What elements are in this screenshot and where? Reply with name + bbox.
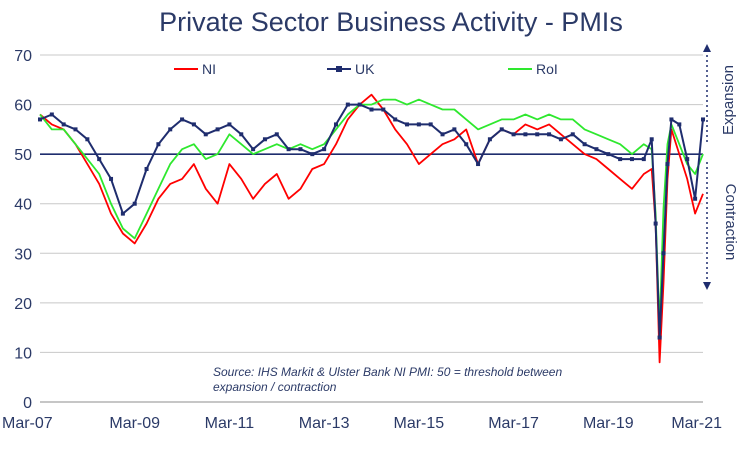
x-tick-label-Mar-15: Mar-15: [394, 415, 445, 432]
legend-marker-uk: [336, 66, 342, 72]
series-point-uk-19: [262, 137, 267, 142]
y-tick-label-30: 30: [14, 246, 32, 263]
series-point-uk-8: [132, 201, 137, 206]
series-point-uk-53: [653, 221, 658, 226]
series-point-uk-36: [464, 142, 469, 147]
series-line-ni: [39, 93, 704, 364]
series-point-uk-47: [594, 147, 599, 152]
series-point-uk-4: [85, 137, 90, 142]
series-point-uk-60: [693, 196, 698, 201]
series-point-uk-0: [38, 117, 42, 122]
x-tick-label-Mar-07: Mar-07: [2, 415, 53, 432]
series-point-uk-20: [274, 132, 279, 137]
series-point-uk-58: [677, 122, 682, 127]
expansion-contraction-indicator: Expansion Contraction: [703, 44, 739, 290]
legend: NI UK RoI: [174, 61, 558, 77]
legend-label-uk: UK: [355, 61, 375, 77]
series-point-uk-9: [144, 167, 149, 172]
series-point-uk-3: [73, 127, 78, 132]
chart-title: Private Sector Business Activity - PMIs: [159, 7, 623, 37]
series-point-uk-28: [369, 107, 374, 112]
series-point-uk-31: [405, 122, 410, 127]
contraction-label: Contraction: [722, 184, 739, 261]
series-point-uk-21: [286, 147, 291, 152]
series-point-uk-16: [227, 122, 232, 127]
series-point-uk-25: [333, 122, 338, 127]
y-tick-label-50: 50: [14, 147, 32, 164]
series-point-uk-38: [487, 137, 492, 142]
legend-label-roi: RoI: [536, 61, 558, 77]
series-point-uk-2: [61, 122, 66, 127]
series-point-uk-30: [393, 117, 398, 122]
y-tick-label-60: 60: [14, 98, 32, 115]
series-point-uk-39: [499, 127, 504, 132]
series-point-uk-45: [570, 132, 575, 137]
series-point-uk-34: [440, 132, 445, 137]
x-tick-label-Mar-13: Mar-13: [299, 415, 350, 432]
expansion-label: Expansion: [720, 65, 737, 135]
series-point-uk-24: [322, 147, 327, 152]
series-point-uk-55: [661, 251, 666, 256]
series-point-uk-17: [239, 132, 244, 137]
x-tick-label-Mar-11: Mar-11: [205, 415, 255, 432]
series-point-uk-40: [511, 132, 516, 137]
series-group: [38, 93, 705, 364]
contraction-arrow-head: [703, 282, 711, 290]
series-point-uk-52: [649, 137, 654, 142]
series-point-uk-18: [251, 147, 256, 152]
x-tick-label-Mar-17: Mar-17: [488, 415, 539, 432]
series-line-roi: [39, 98, 704, 329]
series-point-uk-10: [156, 142, 161, 147]
series-point-uk-32: [416, 122, 421, 127]
series-point-uk-57: [669, 117, 674, 122]
series-point-uk-49: [618, 157, 623, 162]
source-note-line2: expansion / contraction: [213, 380, 337, 394]
series-point-uk-59: [685, 157, 690, 162]
x-axis-ticks: Mar-07 Mar-09 Mar-11 Mar-13 Mar-15 Mar-17 Mar-…: [2, 415, 722, 432]
series-point-uk-26: [345, 102, 350, 107]
x-tick-label-Mar-21: Mar-21: [671, 415, 722, 432]
series-point-uk-48: [606, 152, 611, 157]
series-point-uk-42: [535, 132, 540, 137]
series-point-uk-27: [357, 102, 362, 107]
series-point-uk-54: [657, 335, 662, 340]
series-point-uk-13: [191, 122, 196, 127]
series-point-uk-6: [109, 176, 114, 181]
y-axis-ticks: 0 10 20 30 40 50 60 70: [14, 48, 32, 412]
series-point-uk-50: [629, 157, 634, 162]
source-note-line1: Source: IHS Markit & Ulster Bank NI PMI:…: [213, 365, 562, 379]
series-point-uk-56: [665, 162, 670, 167]
series-point-uk-7: [120, 211, 125, 216]
series-point-uk-46: [582, 142, 587, 147]
series-point-uk-33: [428, 122, 433, 127]
series-point-uk-11: [168, 127, 173, 132]
x-tick-label-Mar-19: Mar-19: [583, 415, 634, 432]
expansion-arrow-head: [703, 44, 711, 52]
series-point-uk-5: [97, 157, 102, 162]
series-point-uk-14: [203, 132, 208, 137]
legend-label-ni: NI: [202, 61, 216, 77]
y-tick-label-40: 40: [14, 197, 32, 214]
series-point-uk-37: [476, 162, 481, 167]
series-point-uk-23: [310, 152, 315, 157]
series-point-uk-1: [49, 112, 54, 117]
y-tick-label-20: 20: [14, 296, 32, 313]
series-point-uk-61: [701, 117, 705, 122]
series-point-uk-44: [558, 137, 563, 142]
series-point-uk-15: [215, 127, 220, 132]
series-point-uk-35: [452, 127, 457, 132]
y-tick-label-70: 70: [14, 48, 32, 65]
series-point-uk-29: [381, 107, 386, 112]
series-point-uk-12: [180, 117, 185, 122]
series-point-uk-22: [298, 147, 303, 152]
y-tick-label-10: 10: [14, 345, 32, 362]
series-point-uk-51: [641, 157, 646, 162]
x-tick-label-Mar-09: Mar-09: [109, 415, 160, 432]
series-point-uk-41: [523, 132, 528, 137]
y-tick-label-0: 0: [23, 395, 32, 412]
series-point-uk-43: [547, 132, 552, 137]
